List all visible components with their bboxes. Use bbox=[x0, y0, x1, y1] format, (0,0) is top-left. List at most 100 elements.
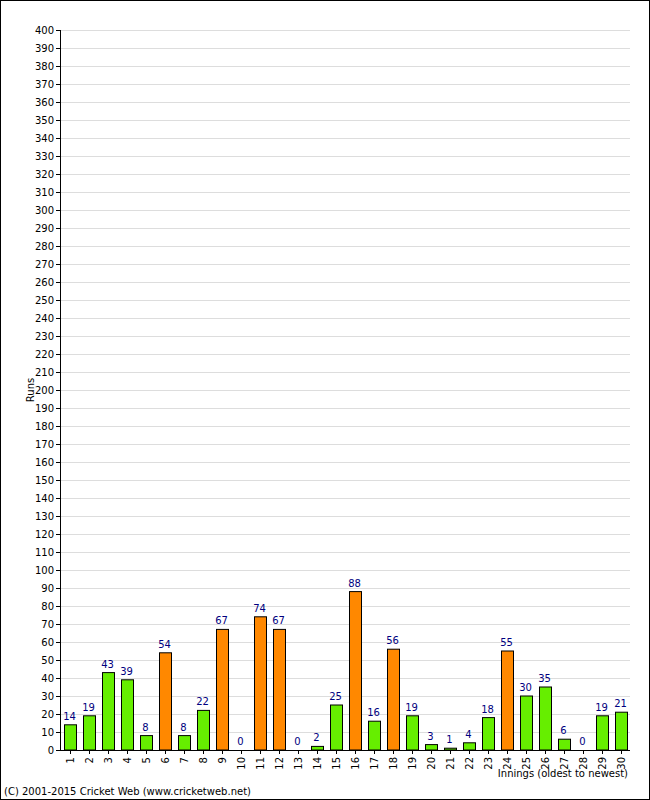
y-tick-label: 230 bbox=[35, 331, 54, 342]
x-axis-label: Innings (oldest to newest) bbox=[498, 768, 628, 779]
bar bbox=[464, 743, 476, 750]
y-tick-label: 40 bbox=[41, 673, 54, 684]
grid-line bbox=[60, 480, 630, 481]
bar bbox=[217, 629, 229, 750]
grid-line bbox=[60, 174, 630, 175]
y-tick-label: 60 bbox=[41, 637, 54, 648]
y-tick bbox=[56, 750, 60, 751]
x-tick-label: 6 bbox=[160, 757, 171, 763]
grid-line bbox=[60, 156, 630, 157]
y-tick bbox=[56, 300, 60, 301]
x-tick-label: 22 bbox=[464, 757, 475, 770]
x-tick bbox=[298, 750, 299, 754]
grid-line bbox=[60, 390, 630, 391]
bar bbox=[293, 750, 305, 751]
x-tick-label: 14 bbox=[312, 757, 323, 770]
grid-line bbox=[60, 264, 630, 265]
data-label: 4 bbox=[465, 729, 471, 740]
x-tick bbox=[184, 750, 185, 754]
y-tick-label: 50 bbox=[41, 655, 54, 666]
y-axis-label: Runs bbox=[25, 378, 36, 402]
data-label: 19 bbox=[82, 702, 95, 713]
y-tick bbox=[56, 246, 60, 247]
y-tick-label: 240 bbox=[35, 313, 54, 324]
grid-line bbox=[60, 228, 630, 229]
data-label: 30 bbox=[519, 682, 532, 693]
y-tick-label: 310 bbox=[35, 187, 54, 198]
grid-line bbox=[60, 516, 630, 517]
grid-line bbox=[60, 48, 630, 49]
data-label: 16 bbox=[367, 707, 380, 718]
y-tick bbox=[56, 174, 60, 175]
y-tick-label: 200 bbox=[35, 385, 54, 396]
y-tick bbox=[56, 534, 60, 535]
data-label: 39 bbox=[120, 666, 133, 677]
y-tick-label: 80 bbox=[41, 601, 54, 612]
y-tick bbox=[56, 408, 60, 409]
y-tick bbox=[56, 390, 60, 391]
data-label: 56 bbox=[386, 635, 399, 646]
grid-line bbox=[60, 282, 630, 283]
data-label: 22 bbox=[196, 696, 209, 707]
x-tick-label: 12 bbox=[274, 757, 285, 770]
y-tick-label: 0 bbox=[48, 745, 54, 756]
y-tick bbox=[56, 192, 60, 193]
x-tick bbox=[469, 750, 470, 754]
y-tick bbox=[56, 48, 60, 49]
y-tick bbox=[56, 552, 60, 553]
y-tick bbox=[56, 210, 60, 211]
data-label: 1 bbox=[446, 734, 452, 745]
bar bbox=[312, 746, 324, 750]
y-tick-label: 160 bbox=[35, 457, 54, 468]
grid-line bbox=[60, 138, 630, 139]
data-label: 3 bbox=[427, 731, 433, 742]
annotation: (C) 2001-2015 Cricket Web (www.cricketwe… bbox=[4, 786, 251, 797]
data-label: 25 bbox=[329, 691, 342, 702]
data-label: 55 bbox=[500, 637, 513, 648]
bar bbox=[331, 705, 343, 750]
y-tick bbox=[56, 282, 60, 283]
y-tick-label: 290 bbox=[35, 223, 54, 234]
y-tick-label: 350 bbox=[35, 115, 54, 126]
x-tick-label: 13 bbox=[293, 757, 304, 770]
x-tick-label: 2 bbox=[84, 757, 95, 763]
x-tick-label: 17 bbox=[369, 757, 380, 770]
grid-line bbox=[60, 588, 630, 589]
border bbox=[1, 1, 650, 800]
y-tick bbox=[56, 372, 60, 373]
grid-line bbox=[60, 66, 630, 67]
x-tick bbox=[165, 750, 166, 754]
x-tick-label: 1 bbox=[65, 757, 76, 763]
grid-line bbox=[60, 30, 630, 31]
y-tick bbox=[56, 696, 60, 697]
x-tick bbox=[260, 750, 261, 754]
y-tick-label: 220 bbox=[35, 349, 54, 360]
y-tick bbox=[56, 354, 60, 355]
grid-line bbox=[60, 534, 630, 535]
x-tick bbox=[70, 750, 71, 754]
x-tick-label: 11 bbox=[255, 757, 266, 770]
bar bbox=[350, 592, 362, 750]
bar bbox=[445, 748, 457, 750]
x-tick-label: 19 bbox=[407, 757, 418, 770]
y-tick bbox=[56, 462, 60, 463]
x-tick bbox=[374, 750, 375, 754]
bars bbox=[65, 592, 628, 750]
bar bbox=[597, 716, 609, 750]
grid-line bbox=[60, 408, 630, 409]
bar bbox=[103, 673, 115, 750]
y-tick-label: 70 bbox=[41, 619, 54, 630]
x-tick-label: 20 bbox=[426, 757, 437, 770]
y-tick bbox=[56, 228, 60, 229]
chart-root: 0102030405060708090100110120130140150160… bbox=[0, 0, 650, 800]
y-tick-label: 250 bbox=[35, 295, 54, 306]
grid-line bbox=[60, 246, 630, 247]
x-tick bbox=[317, 750, 318, 754]
grid-line bbox=[60, 120, 630, 121]
bar bbox=[616, 712, 628, 750]
y-tick bbox=[56, 30, 60, 31]
bar bbox=[122, 680, 134, 750]
grid-line bbox=[60, 660, 630, 661]
y-tick bbox=[56, 714, 60, 715]
x-tick bbox=[393, 750, 394, 754]
